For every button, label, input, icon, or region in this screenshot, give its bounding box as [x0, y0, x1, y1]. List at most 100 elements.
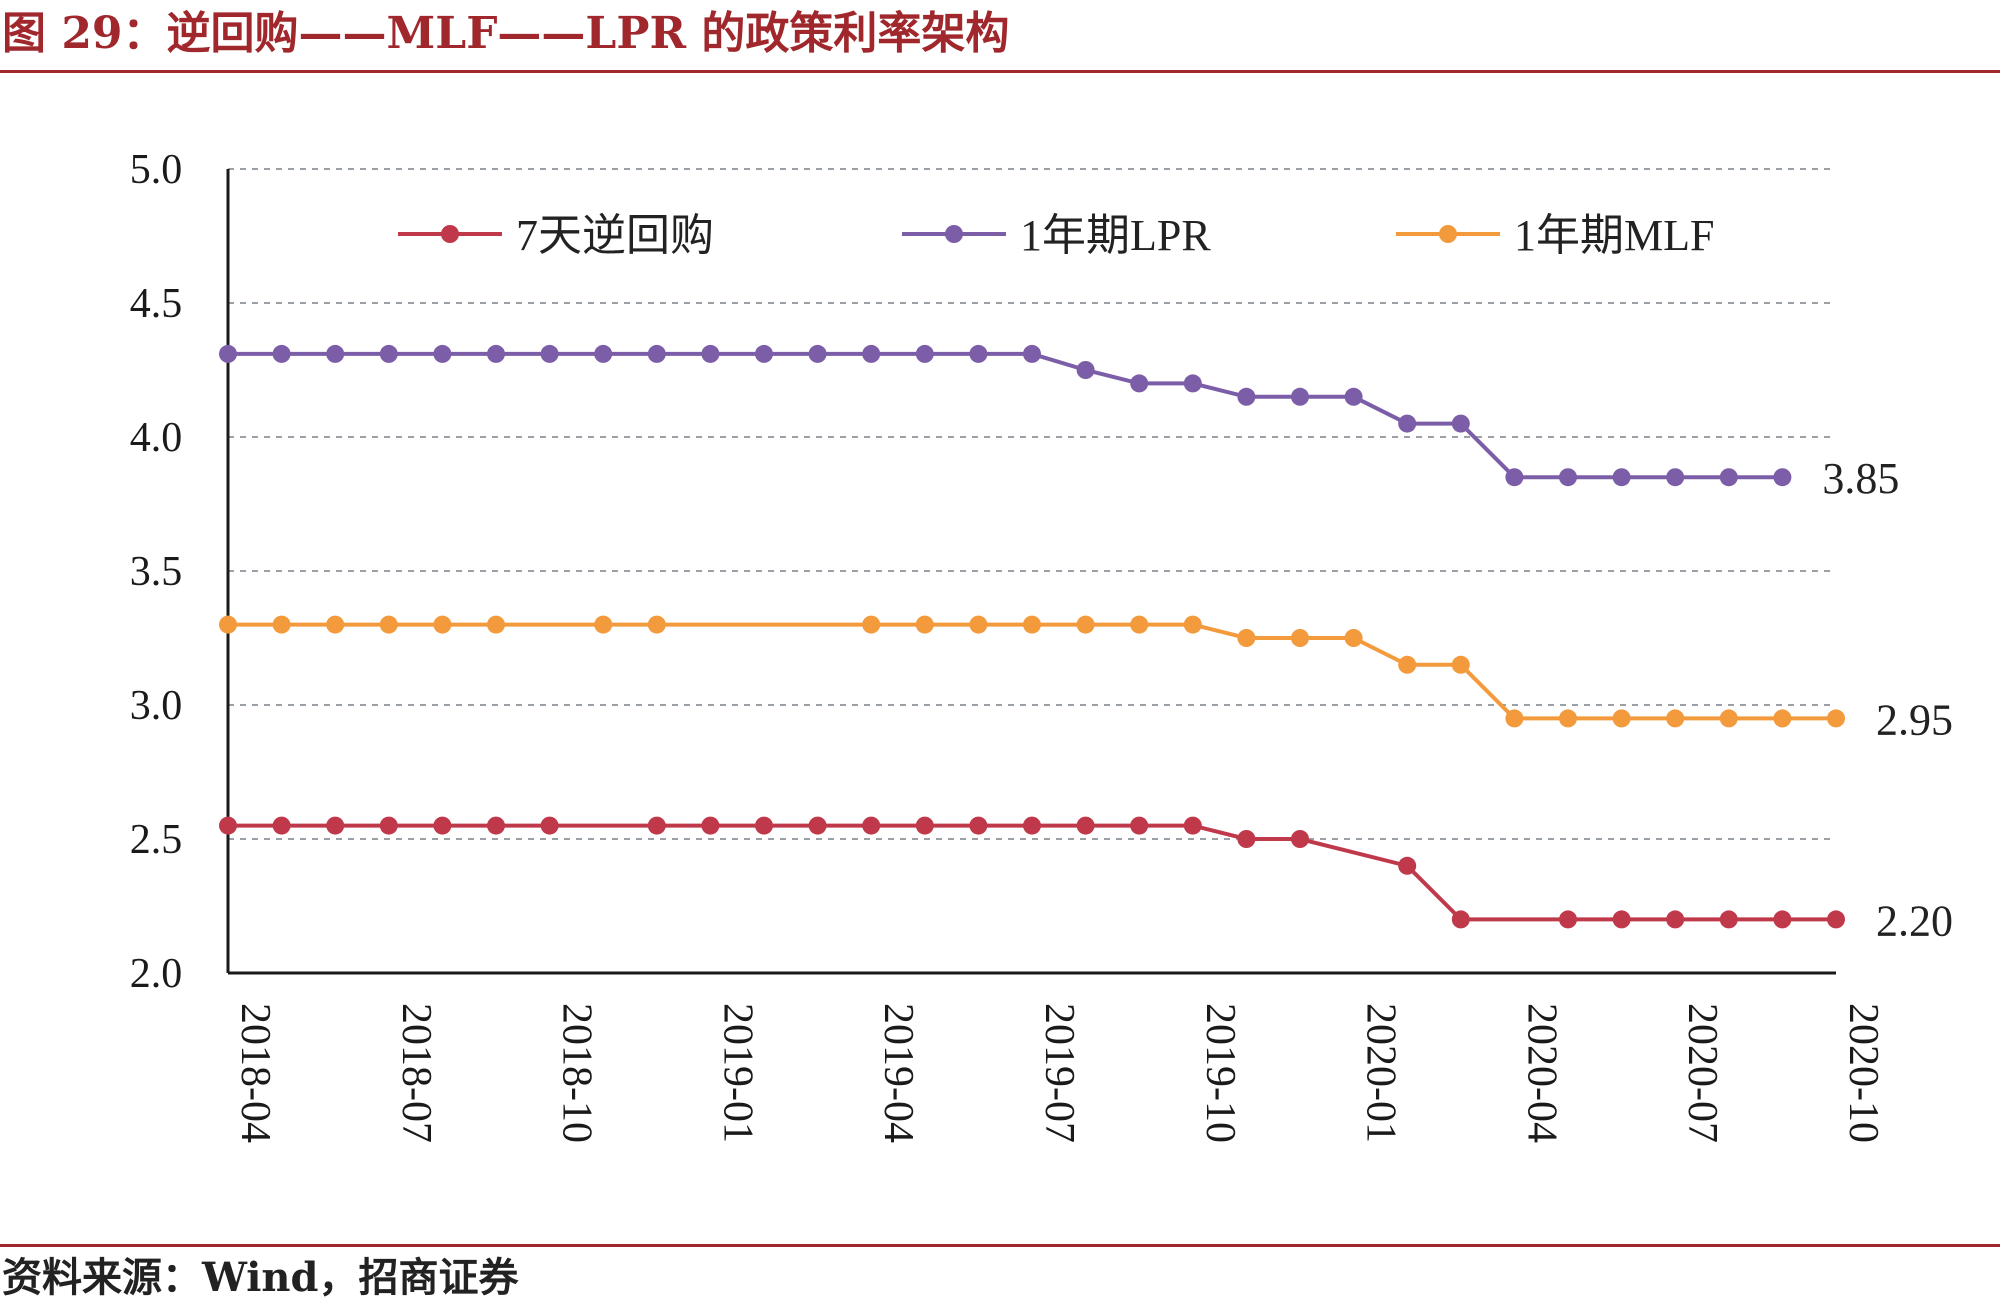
data-point — [1666, 910, 1685, 929]
data-point — [1451, 655, 1470, 674]
gridlines — [228, 168, 1836, 840]
legend-label: 7天逆回购 — [516, 211, 714, 260]
data-point — [1827, 910, 1845, 929]
data-point — [1451, 414, 1470, 433]
data-point — [326, 816, 345, 835]
legend-label: 1年期LPR — [1020, 211, 1211, 260]
data-point — [969, 344, 988, 363]
data-point — [1559, 709, 1577, 728]
x-tick-label: 2019-01 — [714, 1003, 760, 1143]
legend-label: 1年期MLF — [1514, 211, 1714, 260]
data-point — [433, 816, 452, 835]
data-point — [1291, 629, 1309, 647]
data-point — [969, 615, 988, 634]
data-point — [1183, 816, 1202, 835]
x-tick-label: 2019-04 — [875, 1003, 921, 1143]
data-point — [915, 816, 934, 835]
x-tick-label: 2018-04 — [232, 1003, 278, 1143]
data-point — [1344, 629, 1363, 647]
rate-line-chart: 5.0 4.5 4.0 3.5 3.0 2.5 2.0 2018-04 2018-07 2018-… — [130, 147, 1953, 1143]
data-point — [1130, 816, 1149, 835]
footer-rule — [0, 1244, 2000, 1247]
data-point — [540, 344, 559, 363]
data-point — [487, 615, 505, 634]
data-point — [647, 615, 666, 634]
data-point — [1612, 910, 1631, 929]
data-point — [1291, 830, 1309, 848]
data-point — [487, 816, 505, 835]
data-point — [1183, 615, 1202, 634]
data-point — [1773, 910, 1792, 929]
data-point — [969, 816, 988, 835]
data-point — [1023, 615, 1041, 634]
data-point — [1076, 361, 1095, 379]
data-point — [1398, 856, 1417, 875]
data-point — [808, 344, 827, 363]
data-point — [1559, 468, 1577, 487]
data-point — [808, 816, 827, 835]
data-point — [1344, 387, 1363, 406]
series-line — [228, 823, 1836, 922]
legend-swatch-marker — [945, 225, 963, 243]
legend: 7天逆回购 1年期LPR 1年期MLF — [398, 211, 1714, 260]
end-value-label: 2.95 — [1876, 695, 1953, 744]
data-point — [1237, 629, 1256, 647]
source-note: 资料来源：Wind，招商证券 — [2, 1254, 519, 1301]
data-point — [433, 615, 452, 634]
data-point — [915, 344, 934, 363]
y-tick-label: 4.0 — [130, 415, 183, 461]
data-point — [701, 344, 720, 363]
data-point — [326, 344, 345, 363]
data-point — [1023, 816, 1041, 835]
x-tick-label: 2020-04 — [1518, 1003, 1564, 1143]
series-1: 2.20 — [219, 816, 1953, 945]
end-value-label: 3.85 — [1822, 454, 1899, 503]
data-point — [1130, 374, 1149, 393]
data-point — [1237, 830, 1256, 848]
data-point — [1612, 468, 1631, 487]
x-tick-label: 2018-07 — [393, 1003, 439, 1143]
title-rule — [0, 70, 2000, 73]
y-tick-label: 3.0 — [130, 683, 183, 729]
data-point — [1023, 344, 1041, 363]
data-point — [915, 615, 934, 634]
data-point — [219, 615, 237, 634]
data-point — [219, 344, 237, 363]
end-value-label: 2.20 — [1876, 896, 1953, 945]
data-point — [1076, 615, 1095, 634]
data-point — [1559, 910, 1577, 929]
y-tick-label: 5.0 — [130, 147, 183, 193]
y-tick-label: 4.5 — [130, 281, 183, 327]
data-point — [1505, 709, 1524, 728]
data-point — [594, 615, 613, 634]
data-point — [1183, 374, 1202, 393]
data-point — [1719, 468, 1738, 487]
data-point — [1398, 414, 1417, 433]
data-point — [1451, 910, 1470, 929]
data-point — [1827, 709, 1845, 728]
data-point — [487, 344, 505, 363]
legend-swatch-marker — [1439, 225, 1457, 243]
data-point — [755, 344, 773, 363]
data-point — [647, 816, 666, 835]
data-point — [1773, 468, 1792, 487]
data-point — [1773, 709, 1792, 728]
x-tick-label: 2019-10 — [1197, 1003, 1243, 1143]
y-tick-label: 2.5 — [130, 817, 183, 863]
legend-item: 7天逆回购 — [398, 211, 714, 260]
y-tick-label: 2.0 — [130, 951, 183, 997]
data-point — [594, 344, 613, 363]
data-point — [1666, 709, 1685, 728]
data-point — [326, 615, 345, 634]
data-point — [433, 344, 452, 363]
data-point — [1398, 655, 1417, 674]
x-tick-label: 2020-10 — [1840, 1003, 1886, 1143]
data-point — [1130, 615, 1149, 634]
data-point — [1612, 709, 1631, 728]
axes: 5.0 4.5 4.0 3.5 3.0 2.5 2.0 2018-04 2018-07 2018-… — [130, 147, 1886, 1143]
legend-item: 1年期LPR — [902, 211, 1211, 260]
data-point — [755, 816, 773, 835]
data-point — [1076, 816, 1095, 835]
series-line — [228, 351, 1783, 480]
data-point — [862, 615, 881, 634]
